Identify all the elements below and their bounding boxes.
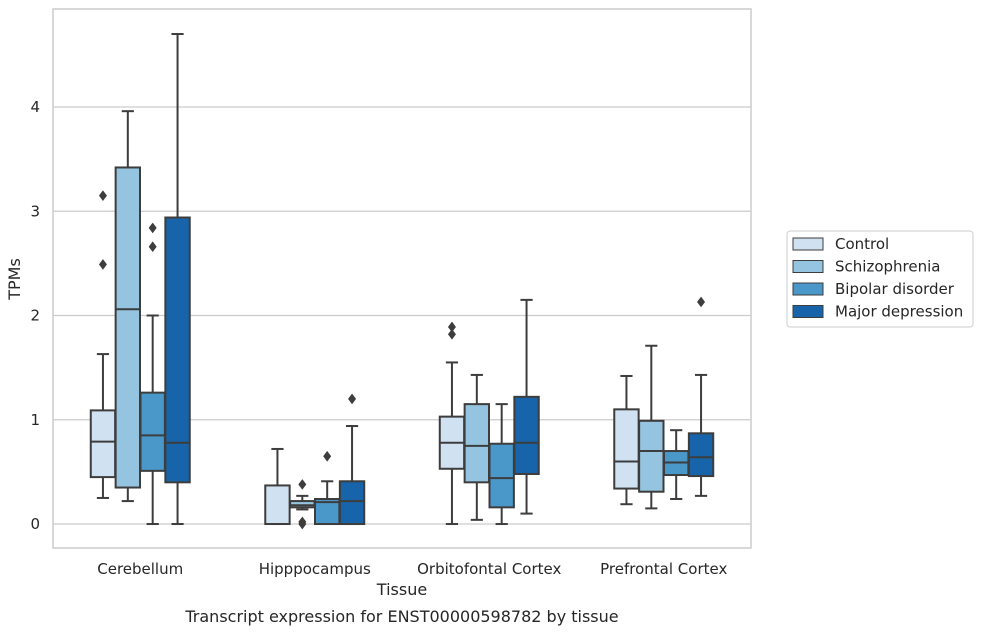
box	[488, 442, 515, 509]
box-group	[463, 373, 491, 521]
box-group	[662, 429, 690, 500]
outlier-point	[697, 296, 706, 308]
outlier-point	[98, 190, 107, 201]
x-tick-label: Orbitofontal Cortex	[417, 560, 561, 578]
legend: Control Schizophrenia Bipolar disorder Majo…	[786, 230, 974, 328]
box-group	[313, 450, 341, 526]
legend-frame	[786, 230, 974, 328]
box	[289, 500, 316, 509]
box	[139, 391, 166, 472]
legend-swatch	[792, 282, 824, 296]
box	[313, 498, 341, 526]
box-group	[687, 296, 715, 497]
outlier-point	[148, 241, 157, 253]
box-group	[438, 321, 466, 526]
box-group	[513, 298, 540, 515]
box	[687, 432, 715, 478]
box	[613, 408, 640, 490]
outlier-point	[323, 450, 332, 462]
box-group	[638, 344, 665, 510]
box-group	[139, 222, 166, 526]
legend-swatch	[792, 260, 824, 273]
outlier-point	[298, 479, 307, 490]
outlier-point	[98, 259, 107, 270]
box-group	[289, 479, 316, 530]
box-group	[488, 403, 515, 526]
legend-label: Control	[835, 235, 889, 253]
outlier-point	[148, 222, 157, 234]
box	[89, 409, 117, 479]
box	[114, 166, 142, 489]
box-group	[338, 393, 366, 526]
box-group	[114, 110, 142, 503]
outlier-point	[447, 321, 456, 333]
box-group	[264, 447, 291, 526]
legend-label: Major depression	[835, 303, 963, 321]
box	[164, 216, 191, 484]
y-tick-label: 3	[30, 202, 40, 220]
box	[264, 484, 291, 526]
x-tick-labels: Cerebellum Hipppocampus Orbitofontal Corte…	[97, 560, 727, 578]
legend-swatch	[792, 237, 824, 251]
chart-title: Transcript expression for ENST0000059878…	[184, 607, 618, 626]
x-tick-label: Cerebellum	[97, 560, 183, 578]
box-group	[613, 374, 640, 506]
box	[513, 395, 540, 475]
legend-swatch	[792, 305, 824, 318]
legend-label: Schizophrenia	[835, 258, 940, 276]
outlier-point	[348, 393, 357, 405]
y-tick-label: 0	[30, 515, 40, 533]
y-tick-labels: 0 1 2 3 4	[30, 98, 40, 533]
x-axis-label: Tissue	[376, 580, 427, 599]
outlier-point	[298, 516, 307, 528]
box	[638, 419, 665, 493]
box	[463, 403, 491, 484]
box-group	[164, 33, 191, 526]
plot-frame	[52, 8, 752, 549]
outlier-point	[447, 328, 456, 340]
box-groups	[89, 33, 715, 530]
x-tick-label: Prefrontal Cortex	[600, 560, 727, 578]
box-group	[89, 190, 117, 499]
box	[338, 480, 366, 526]
legend-label: Bipolar disorder	[835, 280, 955, 298]
y-axis-label: TPMs	[5, 258, 24, 301]
x-tick-label: Hipppocampus	[259, 560, 371, 578]
y-tick-label: 4	[30, 98, 40, 116]
y-tick-label: 2	[30, 307, 40, 325]
y-tick-label: 1	[30, 411, 40, 429]
